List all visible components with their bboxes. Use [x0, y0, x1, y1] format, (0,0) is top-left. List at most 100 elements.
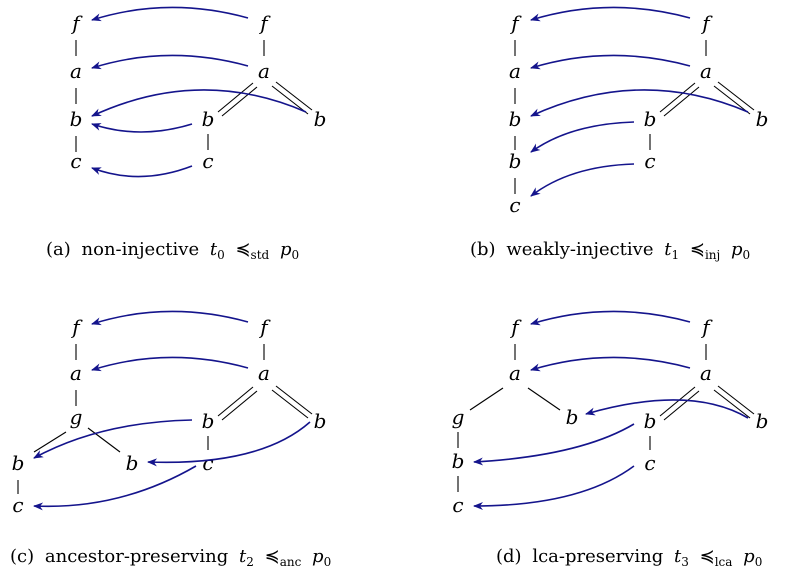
- node-b: b: [202, 107, 215, 131]
- node-g: g: [452, 405, 465, 429]
- edge-double: [713, 85, 751, 115]
- mapping-arrow: [91, 356, 249, 372]
- node-b: b: [314, 107, 327, 131]
- node-a: a: [700, 361, 712, 385]
- node-b: b: [70, 107, 83, 131]
- node-a: a: [258, 59, 270, 83]
- mapping-arrow: [585, 399, 749, 419]
- mapping-arrow: [530, 163, 635, 197]
- tree-t2: f a g b b c: [12, 315, 139, 517]
- edge: [33, 431, 67, 453]
- node-c: c: [509, 193, 520, 217]
- node-a: a: [700, 59, 712, 83]
- node-b: b: [452, 449, 465, 473]
- node-a: a: [509, 59, 521, 83]
- mapping-arrow: [33, 465, 197, 511]
- mapping-arrow: [473, 423, 635, 466]
- mapping-arrow: [91, 310, 249, 326]
- embedding-arrows: [473, 310, 749, 510]
- node-f: f: [509, 11, 522, 35]
- node-f: f: [258, 315, 271, 339]
- edge-double: [271, 389, 309, 419]
- node-a: a: [509, 361, 521, 385]
- node-c: c: [202, 451, 213, 475]
- node-b: b: [126, 451, 139, 475]
- edge-double: [217, 386, 254, 417]
- node-b: b: [314, 409, 327, 433]
- node-f: f: [509, 315, 522, 339]
- edge-double: [221, 390, 258, 421]
- mapping-arrow: [530, 54, 691, 70]
- edge-double: [659, 82, 696, 113]
- caption-d: (d) lca-preserving t3 ≼lca p0: [496, 546, 762, 570]
- node-b: b: [644, 409, 657, 433]
- panel-a: f a b c f a b b c (a): [46, 6, 327, 264]
- edge-double: [275, 385, 313, 415]
- edge-double: [271, 85, 309, 115]
- node-b: b: [756, 107, 769, 131]
- embedding-arrows: [33, 310, 311, 511]
- edge-double: [659, 386, 696, 417]
- edge: [469, 387, 504, 411]
- node-b: b: [509, 107, 522, 131]
- node-f: f: [70, 11, 83, 35]
- mapping-arrow: [530, 356, 691, 372]
- node-c: c: [452, 493, 463, 517]
- embedding-arrows: [91, 6, 307, 178]
- mapping-arrow: [91, 165, 193, 178]
- caption-a: (a) non-injective t0 ≼std p0: [46, 239, 299, 264]
- panel-b: f a b b c f a b b c (b) wea: [470, 6, 769, 264]
- mapping-arrow: [33, 419, 193, 459]
- caption-c: (c) ancestor-preserving t2 ≼anc p0: [10, 546, 331, 570]
- node-b: b: [756, 409, 769, 433]
- edge: [87, 427, 121, 453]
- edge-double: [275, 81, 313, 111]
- mapping-arrow: [91, 6, 249, 22]
- mapping-arrow: [530, 6, 691, 22]
- embedding-arrows: [530, 6, 749, 197]
- tree-t1: f a b b c: [509, 11, 523, 217]
- node-f: f: [70, 315, 83, 339]
- edge-double: [717, 81, 755, 111]
- node-b: b: [509, 149, 522, 173]
- panel-d: f a g b b c f a b b c (d): [452, 310, 769, 570]
- node-a: a: [258, 361, 270, 385]
- tree-p0: f a b b c: [202, 315, 327, 475]
- node-b: b: [566, 405, 579, 429]
- node-c: c: [202, 149, 213, 173]
- node-b: b: [12, 451, 25, 475]
- edge: [527, 387, 561, 411]
- node-a: a: [70, 361, 82, 385]
- mapping-arrow: [91, 123, 193, 133]
- node-f: f: [700, 11, 713, 35]
- edge-double: [663, 86, 700, 117]
- edge-double: [217, 82, 254, 113]
- edge-double: [221, 86, 258, 117]
- mapping-arrow: [91, 89, 307, 117]
- mapping-arrow: [91, 54, 249, 70]
- panel-c: f a g b b c f a b b c (c): [10, 310, 331, 570]
- mapping-arrow: [530, 121, 635, 153]
- mapping-arrow: [530, 310, 691, 326]
- edge-double: [663, 390, 700, 421]
- node-g: g: [70, 405, 83, 429]
- caption-b: (b) weakly-injective t1 ≼inj p0: [470, 239, 750, 264]
- mapping-arrow: [473, 465, 635, 510]
- node-b: b: [644, 107, 657, 131]
- node-c: c: [644, 451, 655, 475]
- edge-double: [717, 385, 755, 415]
- node-f: f: [258, 11, 271, 35]
- tree-p0: f a b b c: [202, 11, 327, 173]
- node-c: c: [70, 149, 81, 173]
- edge-double: [713, 389, 751, 419]
- node-c: c: [644, 149, 655, 173]
- tree-t3: f a g b b c: [452, 315, 579, 517]
- mapping-arrow: [147, 421, 311, 467]
- node-a: a: [70, 59, 82, 83]
- node-f: f: [700, 315, 713, 339]
- node-c: c: [12, 493, 23, 517]
- node-b: b: [202, 409, 215, 433]
- tree-p0: f a b b c: [644, 315, 769, 475]
- tree-p0: f a b b c: [644, 11, 769, 173]
